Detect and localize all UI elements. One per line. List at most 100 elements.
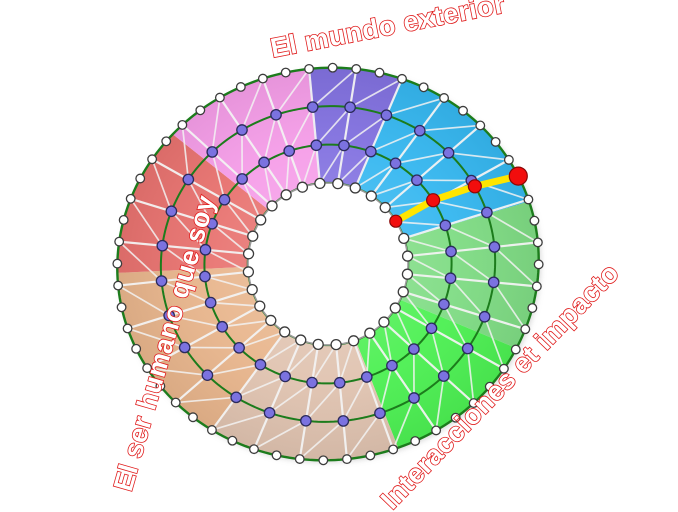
node	[408, 392, 420, 404]
node	[235, 82, 246, 92]
node	[481, 206, 493, 219]
node	[475, 120, 486, 131]
node	[165, 205, 178, 218]
node	[487, 276, 500, 289]
node	[529, 215, 540, 226]
node	[142, 363, 153, 374]
highlight-node	[389, 214, 403, 228]
node	[338, 139, 350, 152]
node	[386, 359, 398, 372]
node	[214, 92, 225, 103]
node	[254, 300, 266, 312]
node	[374, 407, 386, 420]
node	[478, 310, 491, 323]
node	[360, 371, 373, 383]
node	[314, 177, 326, 190]
node	[242, 248, 255, 260]
node	[484, 381, 495, 392]
node	[444, 272, 457, 285]
node	[458, 105, 468, 116]
node	[498, 363, 509, 374]
node	[116, 302, 127, 313]
node	[283, 145, 296, 157]
node	[523, 194, 534, 205]
node	[347, 335, 360, 347]
node	[439, 219, 452, 232]
node	[155, 381, 166, 392]
node	[378, 316, 390, 328]
node	[389, 157, 402, 170]
node	[341, 454, 352, 465]
node	[468, 398, 479, 409]
node	[437, 370, 450, 382]
node	[408, 343, 420, 355]
highlight-node	[467, 179, 482, 194]
node	[199, 243, 212, 256]
node	[199, 270, 211, 283]
node	[170, 397, 181, 408]
node	[147, 154, 158, 165]
spoke-lines	[117, 68, 539, 460]
node	[310, 139, 323, 152]
node	[401, 268, 414, 280]
highlight-path-line	[392, 172, 522, 225]
node	[271, 450, 282, 461]
node	[332, 178, 344, 190]
node	[131, 343, 142, 354]
node	[337, 415, 350, 427]
node	[527, 303, 538, 314]
node	[182, 173, 195, 186]
node	[379, 201, 391, 214]
node	[114, 236, 125, 247]
node	[270, 108, 282, 121]
node	[156, 239, 169, 252]
node	[401, 250, 414, 262]
node	[365, 190, 377, 202]
node	[413, 124, 426, 137]
node	[425, 322, 438, 335]
node	[236, 124, 248, 136]
node	[247, 230, 259, 242]
node	[531, 281, 542, 292]
node	[397, 286, 409, 298]
node	[201, 369, 214, 382]
node	[364, 327, 376, 339]
node	[206, 146, 219, 158]
node	[113, 280, 124, 291]
node	[312, 338, 324, 350]
node	[216, 320, 229, 333]
node	[389, 302, 401, 314]
node	[510, 344, 521, 355]
node	[112, 258, 123, 269]
node	[204, 296, 217, 309]
node	[294, 454, 305, 464]
node	[300, 414, 312, 427]
node	[364, 145, 377, 158]
node	[442, 146, 455, 159]
node	[249, 444, 259, 455]
node	[257, 73, 268, 84]
node	[163, 309, 175, 322]
node	[351, 64, 362, 74]
node	[161, 136, 172, 147]
node	[280, 67, 291, 78]
node	[418, 82, 429, 93]
node	[280, 189, 292, 201]
node	[233, 341, 245, 354]
node	[532, 237, 543, 248]
node	[304, 63, 315, 74]
node	[533, 259, 544, 270]
node	[438, 298, 450, 311]
node	[365, 450, 376, 461]
node	[461, 342, 474, 355]
node	[188, 412, 198, 423]
node	[135, 173, 146, 184]
node	[333, 376, 346, 389]
node	[122, 323, 133, 334]
node	[520, 324, 531, 335]
node	[488, 241, 501, 253]
node	[155, 275, 168, 287]
node	[318, 455, 329, 466]
